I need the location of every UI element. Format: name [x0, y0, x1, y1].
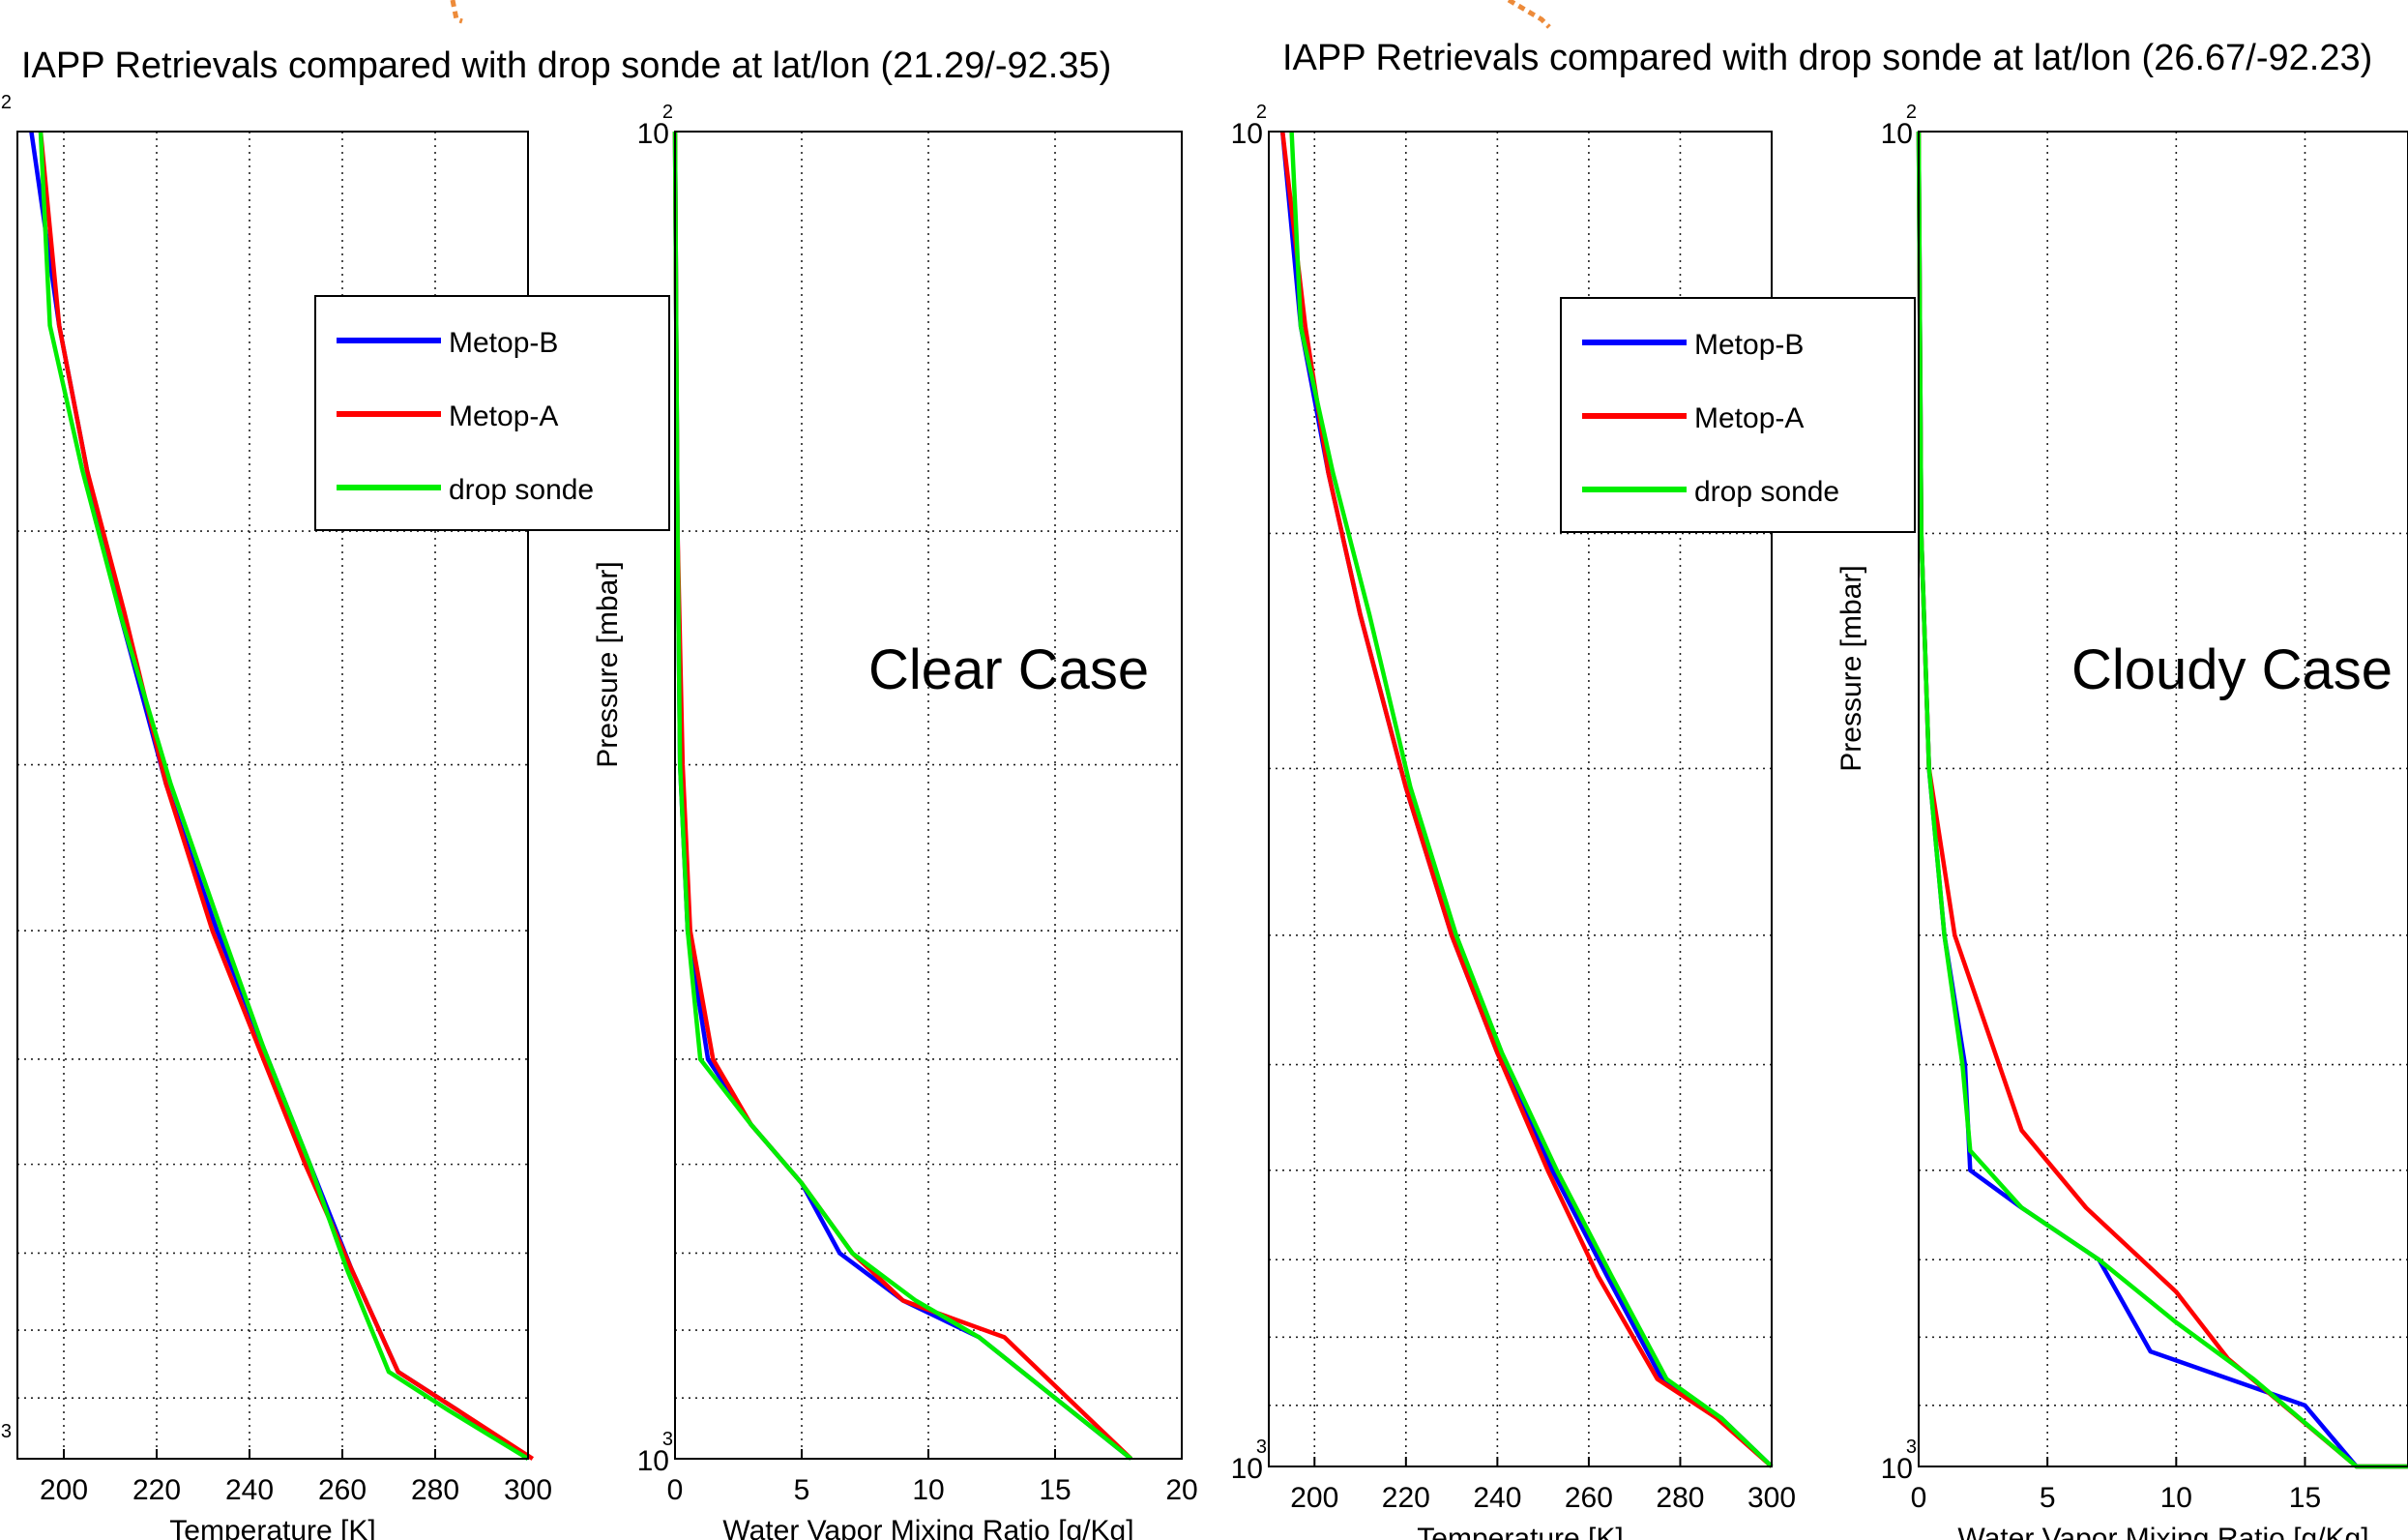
x-tick-label: 5: [794, 1474, 810, 1506]
legend-label-metop-b: Metop-B: [449, 327, 558, 359]
legend-label-metop-b: Metop-B: [1694, 329, 1804, 361]
y-tick-label-bottom-exp: 3: [662, 1429, 673, 1450]
x-tick-label: 300: [1747, 1482, 1796, 1514]
x-tick-label: 10: [912, 1474, 944, 1506]
annotation-cloudy-case: Cloudy Case: [2071, 638, 2393, 701]
y-tick-label-bottom-exp: 3: [1906, 1436, 1917, 1458]
x-axis-label: Water Vapor Mixing Ratio [g/Kg]: [722, 1515, 1133, 1540]
series-line-metop-a: [672, 131, 1133, 1461]
series-line-drop-sonde: [672, 131, 1133, 1461]
y-tick-label-bottom-exp: 3: [1, 1421, 12, 1442]
series-line-metop-b: [672, 131, 1133, 1461]
x-axis-label: Temperature [K]: [1417, 1523, 1623, 1540]
legend-label-metop-a: Metop-A: [1694, 402, 1804, 434]
x-tick-label: 0: [1911, 1482, 1927, 1514]
series-line-metop-a: [38, 131, 535, 1461]
plot-temp-clear: 200 220 240 260 280 300 2 3 Temperature [K]: [1, 92, 552, 1540]
y-tick-label-top-exp: 2: [662, 102, 673, 123]
y-tick-label-top-base: 10: [637, 118, 669, 150]
x-tick-label: 280: [1656, 1482, 1704, 1514]
x-tick-label: 15: [1039, 1474, 1071, 1506]
legend-label-metop-a: Metop-A: [449, 400, 558, 432]
series-line-metop-a: [1279, 131, 1774, 1468]
arrow-right-icon: [1507, 0, 1551, 29]
y-tick-label-bottom-base: 10: [637, 1445, 669, 1477]
x-tick-label: 240: [225, 1474, 274, 1506]
x-tick-label: 280: [411, 1474, 459, 1506]
x-tick-label: 260: [318, 1474, 367, 1506]
decorative-arrows: [450, 0, 1551, 29]
y-axis-label: Pressure [mbar]: [1835, 565, 1867, 771]
plot-frame: [1918, 131, 2408, 1467]
x-tick-label: 240: [1473, 1482, 1521, 1514]
y-tick-label-top-base: 10: [1231, 118, 1263, 150]
legend-box-cloudy: Metop-B Metop-A drop sonde: [1560, 297, 1916, 533]
y-tick-label-bottom-exp: 3: [1256, 1436, 1267, 1458]
y-tick-label-bottom-base: 10: [1881, 1453, 1913, 1485]
x-tick-label: 220: [1382, 1482, 1430, 1514]
y-tick-label-top-base: 10: [1881, 118, 1913, 150]
y-tick-label-bottom-base: 10: [1231, 1453, 1263, 1485]
x-tick-label: 200: [40, 1474, 88, 1506]
x-tick-label: 20: [1165, 1474, 1197, 1506]
x-tick-label: 220: [132, 1474, 181, 1506]
legend-label-drop-sonde: drop sonde: [1694, 476, 1839, 508]
x-tick-label: 10: [2160, 1482, 2192, 1514]
plot-frame: [1268, 131, 1773, 1467]
x-axis-label: Water Vapor Mixing Ratio [g/Kg]: [1957, 1523, 2368, 1540]
y-tick-label-top-exp: 2: [1, 92, 12, 113]
legend-label-drop-sonde: drop sonde: [449, 474, 594, 506]
x-tick-label: 200: [1290, 1482, 1338, 1514]
legend-box-clear: Metop-B Metop-A drop sonde: [314, 295, 670, 531]
plot-frame: [16, 131, 529, 1460]
y-tick-label-top-exp: 2: [1906, 102, 1917, 123]
chart-title-clear: IAPP Retrievals compared with drop sonde…: [21, 45, 1111, 86]
x-tick-label: 300: [504, 1474, 552, 1506]
x-axis-label: Temperature [K]: [169, 1515, 375, 1540]
series-line-drop-sonde: [1289, 131, 1774, 1468]
series-line-drop-sonde: [1916, 131, 2408, 1469]
series-line-metop-a: [1916, 131, 2408, 1469]
x-tick-label: 260: [1565, 1482, 1613, 1514]
x-tick-label: 0: [667, 1474, 684, 1506]
y-tick-label-top-exp: 2: [1256, 102, 1267, 123]
series-line-drop-sonde: [38, 131, 530, 1461]
y-axis-label: Pressure [mbar]: [592, 561, 624, 767]
series-line-metop-b: [1916, 131, 2408, 1469]
x-tick-label: 15: [2289, 1482, 2321, 1514]
arrow-left-icon: [450, 0, 463, 24]
x-tick-label: 5: [2040, 1482, 2056, 1514]
chart-title-cloudy: IAPP Retrievals compared with drop sonde…: [1282, 38, 2372, 78]
annotation-clear-case: Clear Case: [868, 638, 1149, 701]
